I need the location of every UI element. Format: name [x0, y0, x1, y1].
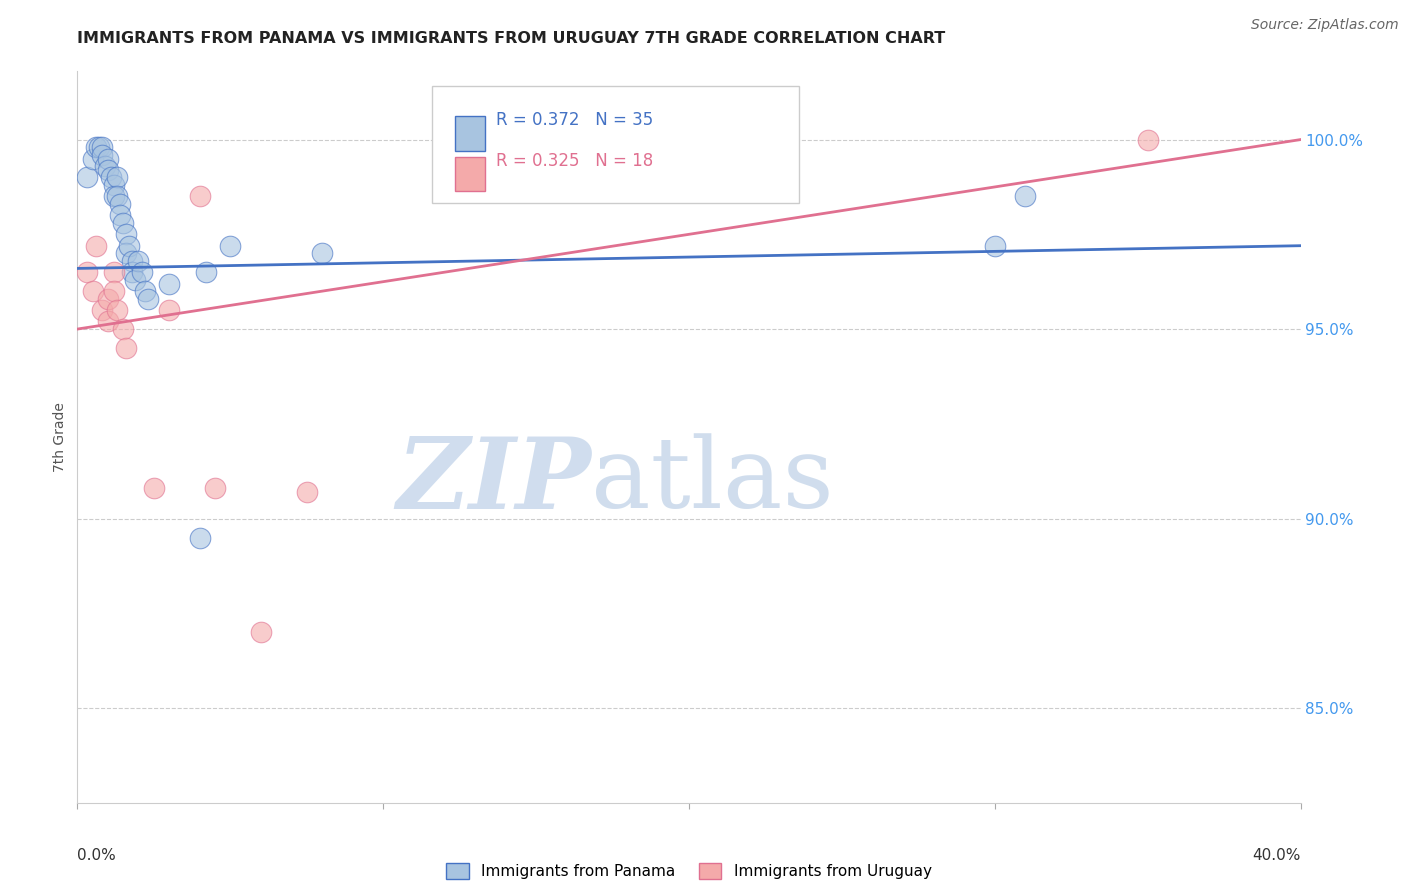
FancyBboxPatch shape [456, 157, 485, 191]
Point [105, 170, 128, 185]
Point [87, 140, 110, 154]
Point [103, 189, 125, 203]
Point [134, 284, 156, 298]
Point [131, 265, 153, 279]
Point [103, 178, 125, 192]
Point [121, 265, 143, 279]
Point [100, 170, 122, 185]
Point [76, 170, 98, 185]
Point [105, 303, 128, 318]
Point [76, 265, 98, 279]
Point [115, 246, 138, 260]
Point [157, 277, 180, 291]
Point [740, 178, 762, 192]
Text: Source: ZipAtlas.com: Source: ZipAtlas.com [1251, 18, 1399, 32]
Point [112, 322, 135, 336]
Point [124, 273, 146, 287]
Point [103, 284, 125, 298]
Text: 40.0%: 40.0% [1253, 848, 1301, 863]
Point [97, 162, 120, 177]
Point [97, 152, 120, 166]
Point [94, 159, 117, 173]
FancyBboxPatch shape [456, 116, 485, 151]
Point [311, 246, 333, 260]
Point [219, 238, 242, 252]
Point [1136, 132, 1159, 146]
Point [84, 140, 107, 154]
Text: R = 0.372   N = 35: R = 0.372 N = 35 [496, 112, 652, 129]
Point [984, 238, 1007, 252]
Y-axis label: 7th Grade: 7th Grade [53, 402, 67, 472]
Point [118, 238, 141, 252]
Point [84, 238, 107, 252]
Legend: Immigrants from Panama, Immigrants from Uruguay: Immigrants from Panama, Immigrants from … [446, 863, 932, 880]
Point [142, 481, 165, 495]
Point [115, 341, 138, 355]
Point [121, 253, 143, 268]
Point [250, 625, 273, 640]
Point [295, 485, 318, 500]
Text: atlas: atlas [591, 434, 834, 529]
Point [97, 292, 120, 306]
Text: IMMIGRANTS FROM PANAMA VS IMMIGRANTS FROM URUGUAY 7TH GRADE CORRELATION CHART: IMMIGRANTS FROM PANAMA VS IMMIGRANTS FRO… [77, 31, 946, 46]
Point [82, 284, 104, 298]
Text: 0.0%: 0.0% [77, 848, 117, 863]
Point [115, 227, 138, 242]
Point [112, 216, 135, 230]
Point [188, 189, 211, 203]
Point [204, 481, 226, 495]
Point [90, 303, 112, 318]
Point [108, 197, 131, 211]
Point [157, 303, 180, 318]
FancyBboxPatch shape [432, 86, 799, 203]
Point [105, 189, 128, 203]
Point [136, 292, 159, 306]
Point [82, 152, 104, 166]
Point [1014, 189, 1036, 203]
Point [188, 531, 211, 545]
Point [108, 208, 131, 222]
Point [194, 265, 217, 279]
Point [90, 147, 112, 161]
Text: R = 0.325   N = 18: R = 0.325 N = 18 [496, 152, 652, 169]
Text: ZIP: ZIP [396, 433, 591, 529]
Point [97, 314, 120, 328]
Point [128, 253, 150, 268]
Point [90, 140, 112, 154]
Point [103, 265, 125, 279]
